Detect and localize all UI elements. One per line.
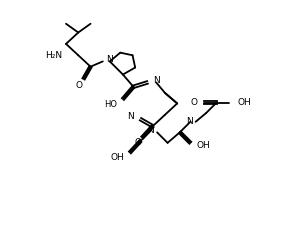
Text: N: N — [106, 55, 113, 64]
Text: O: O — [190, 98, 197, 107]
Text: O: O — [76, 80, 83, 90]
Text: N: N — [153, 76, 160, 85]
Text: OH: OH — [237, 98, 251, 107]
Text: N: N — [186, 117, 193, 126]
Text: OH: OH — [197, 141, 210, 150]
Text: N: N — [147, 126, 154, 135]
Text: N: N — [128, 112, 134, 121]
Text: OH: OH — [111, 153, 125, 162]
Text: O: O — [134, 138, 141, 147]
Text: HO: HO — [104, 100, 117, 109]
Text: H₂N: H₂N — [45, 51, 63, 60]
